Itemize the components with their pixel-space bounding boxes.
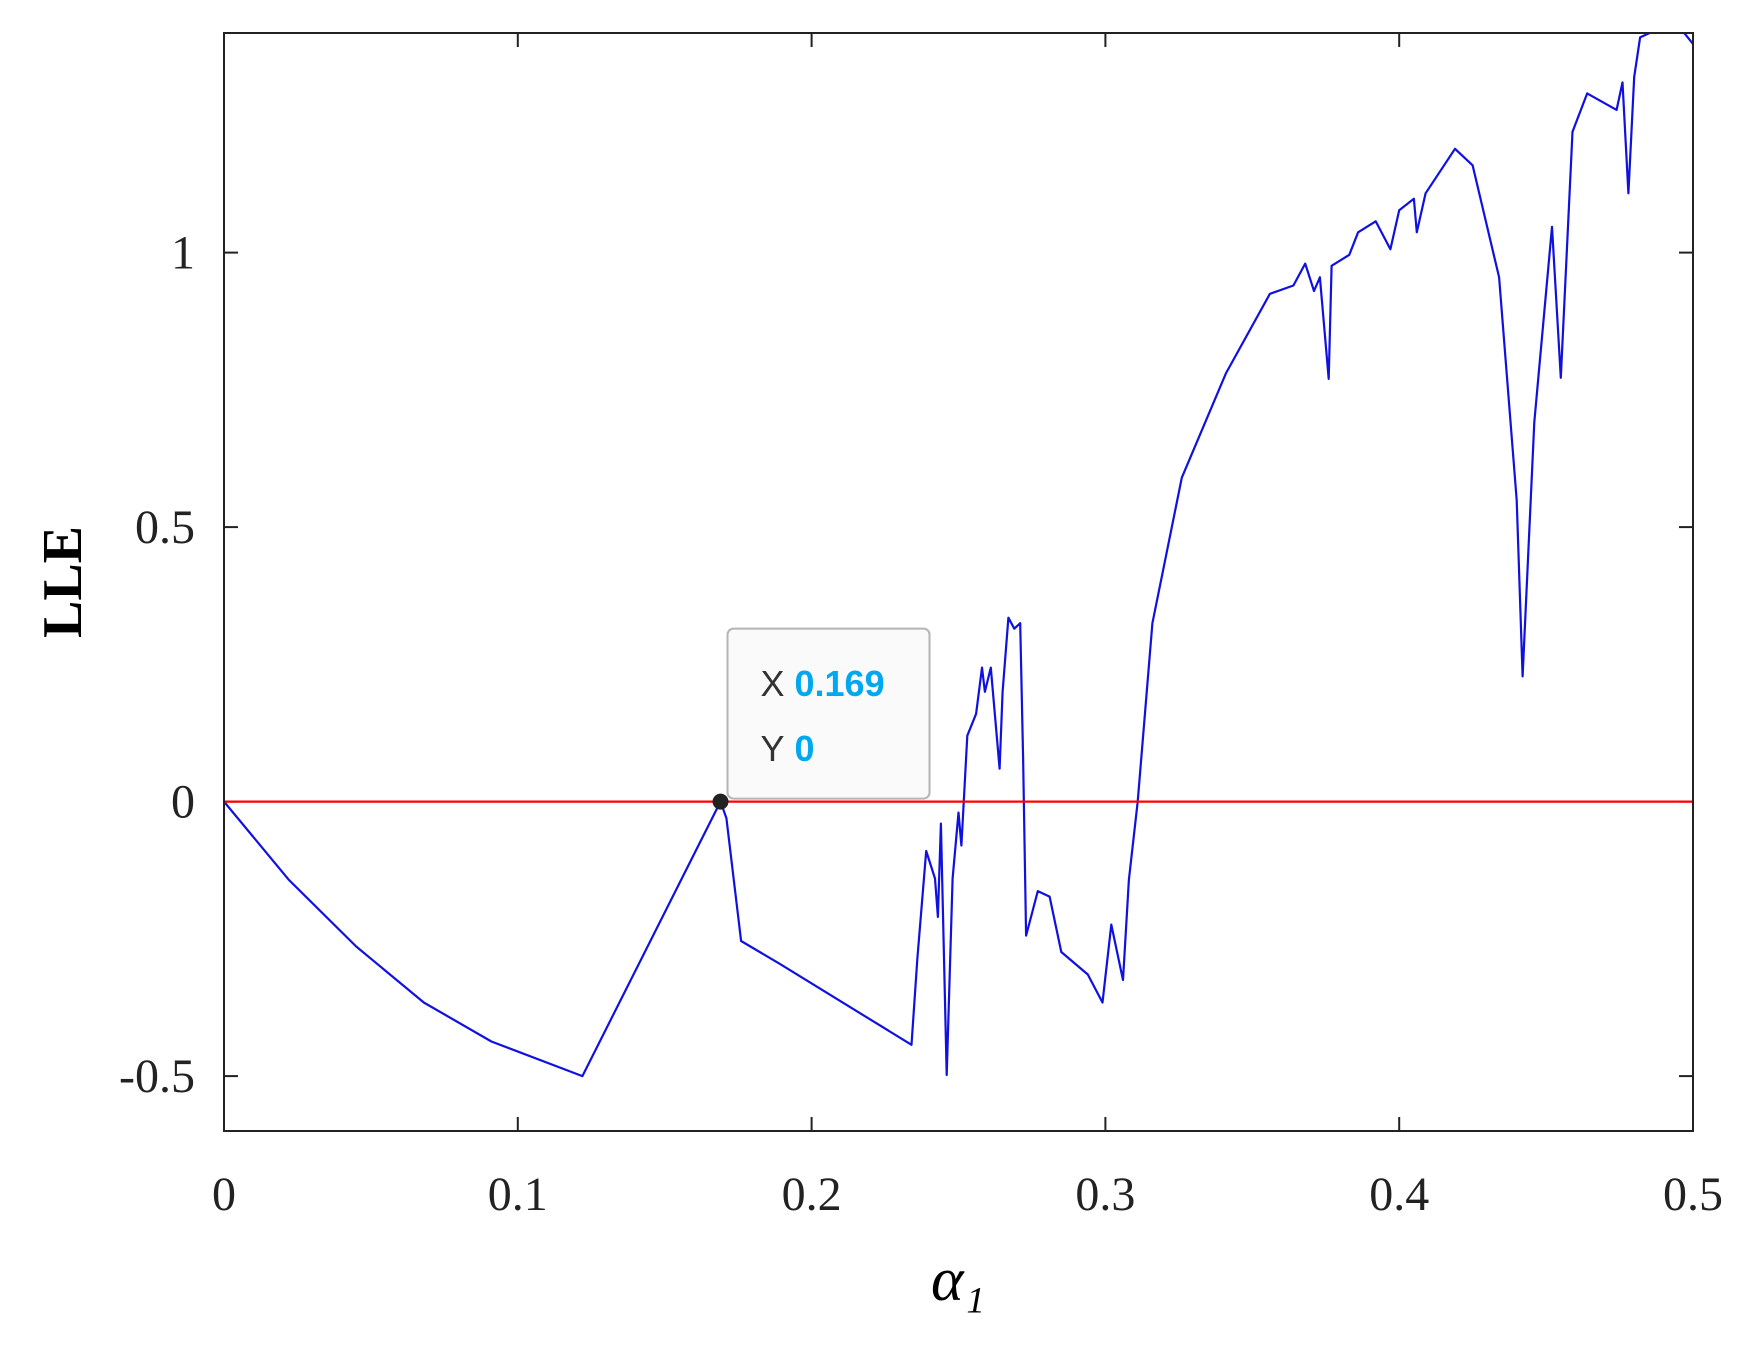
datatip-box: [726, 627, 931, 800]
y-tick-label: 0: [171, 776, 195, 829]
datatip-y-label: Y: [761, 728, 785, 769]
y-tick-label: 0.5: [135, 501, 195, 554]
x-tick-label: 0.5: [1663, 1168, 1723, 1221]
y-tick-label: -0.5: [119, 1050, 195, 1103]
x-tick-label: 0.4: [1369, 1168, 1429, 1221]
x-tick-label: 0: [212, 1168, 236, 1221]
data-line: [224, 33, 1693, 1078]
datatip-y-value: 0: [795, 728, 815, 769]
y-tick-label: 1: [171, 227, 195, 280]
y-axis-label: LLE: [32, 526, 94, 638]
x-tick-label: 0.1: [488, 1168, 548, 1221]
datatip-x-label: X: [761, 663, 785, 704]
datatip-x-value: 0.169: [795, 663, 885, 704]
plot-area: [224, 33, 1693, 1078]
axes-box: [223, 32, 1694, 1132]
x-tick-label: 0.2: [782, 1168, 842, 1221]
x-tick-label: 0.3: [1075, 1168, 1135, 1221]
x-axis-label: α₁: [931, 1246, 985, 1314]
datatip-marker: [712, 793, 729, 810]
